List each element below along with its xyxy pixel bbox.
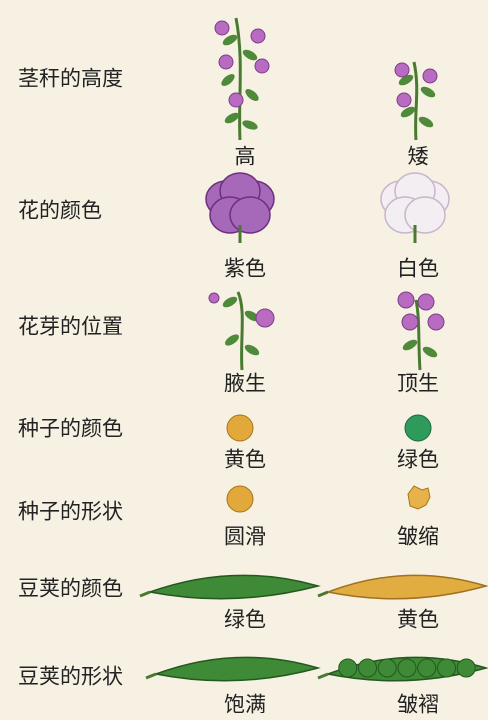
leaf	[242, 49, 258, 61]
flower	[401, 313, 419, 331]
leaf	[222, 34, 238, 46]
flower	[250, 28, 266, 44]
pea-bump	[397, 658, 417, 678]
leaf	[242, 120, 258, 130]
dominant-label: 饱满	[224, 693, 266, 717]
trait-label: 花的颜色	[18, 199, 102, 223]
flower	[254, 58, 270, 74]
pea-bump	[437, 658, 456, 678]
pod-stalk	[139, 590, 151, 598]
leaf	[224, 112, 240, 124]
dominant-label: 黄色	[224, 448, 266, 472]
stem	[234, 17, 242, 141]
pea-bump	[417, 658, 437, 678]
pea-bump	[338, 658, 358, 678]
stem	[412, 61, 419, 141]
flower	[218, 54, 234, 70]
recessive-label: 黄色	[397, 608, 439, 632]
trait-label: 豆荚的形状	[18, 665, 123, 689]
leaf	[222, 296, 238, 308]
recessive-label: 皱缩	[397, 525, 439, 549]
pod	[147, 574, 321, 600]
flower	[208, 292, 220, 304]
dominant-label: 圆滑	[224, 525, 266, 549]
flower	[228, 92, 244, 108]
recessive-label: 绿色	[397, 448, 439, 472]
dominant-label: 腋生	[224, 372, 266, 396]
wrinkled-seed	[407, 485, 431, 510]
leaf	[221, 74, 235, 86]
leaf	[402, 339, 418, 351]
dominant-label: 绿色	[224, 608, 266, 632]
leaf	[422, 346, 438, 358]
pod-stalk	[145, 672, 157, 680]
flower	[396, 92, 412, 108]
flower	[394, 62, 410, 78]
pea-bump	[456, 658, 476, 678]
pod	[153, 656, 321, 682]
trait-label: 种子的形状	[18, 500, 123, 524]
flower	[255, 308, 275, 328]
trait-label: 种子的颜色	[18, 417, 123, 441]
leaf	[400, 106, 416, 118]
petal	[229, 196, 271, 234]
flower	[427, 313, 445, 331]
dominant-label: 紫色	[224, 257, 266, 281]
trait-label: 花芽的位置	[18, 315, 123, 339]
leaf	[418, 116, 434, 128]
leaf	[245, 89, 259, 101]
pod-stalk	[317, 590, 329, 598]
stem	[236, 291, 244, 371]
flower	[422, 68, 438, 84]
seed	[226, 414, 254, 442]
seed	[404, 414, 432, 442]
pod	[325, 574, 488, 600]
leaf	[420, 86, 436, 98]
recessive-label: 矮	[408, 145, 429, 169]
stem	[414, 299, 422, 371]
seed	[226, 485, 254, 513]
flower	[417, 293, 435, 311]
leaf	[244, 344, 260, 356]
trait-label: 豆荚的颜色	[18, 577, 123, 601]
recessive-label: 白色	[397, 257, 439, 281]
leaf	[398, 74, 414, 86]
pod-stalk	[317, 672, 329, 680]
recessive-label: 顶生	[397, 372, 439, 396]
leaf	[225, 334, 239, 346]
flower	[397, 291, 415, 309]
trait-label: 茎秆的高度	[18, 67, 123, 91]
recessive-label: 皱褶	[397, 693, 439, 717]
petal	[404, 196, 446, 234]
pea-bump	[377, 658, 397, 678]
pea-bump	[358, 658, 377, 678]
flower	[214, 20, 230, 36]
dominant-label: 高	[235, 145, 256, 169]
